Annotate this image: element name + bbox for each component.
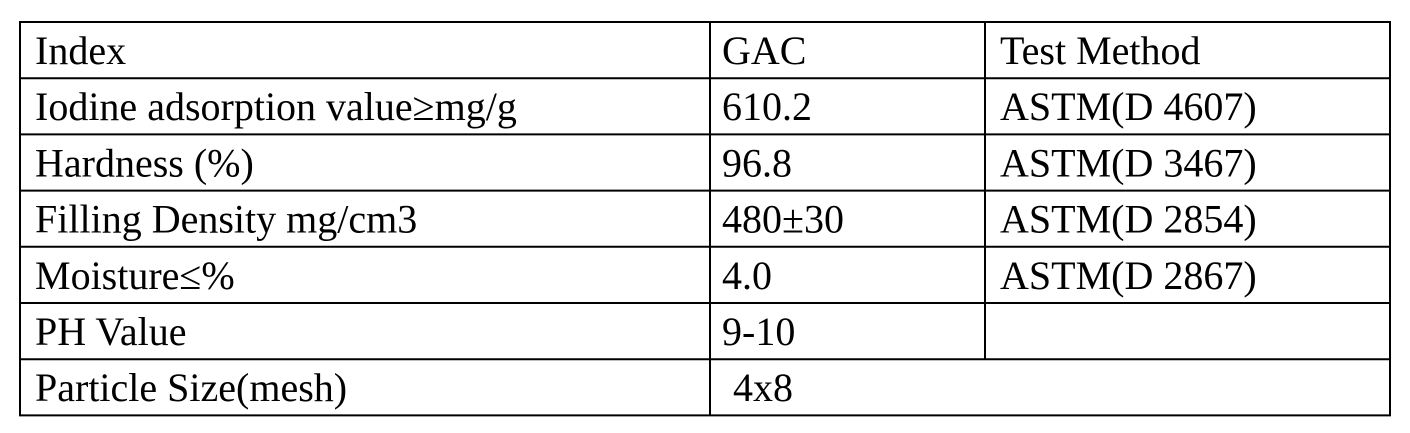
cell: Iodine adsorption value≥mg/g <box>35 84 517 129</box>
cell: 480±30 <box>722 197 844 242</box>
cell: Moisture≤% <box>35 253 235 298</box>
cell: 4.0 <box>722 253 772 298</box>
header-cell: GAC <box>722 28 806 73</box>
header-cell: Index <box>35 28 126 73</box>
header-cell: Test Method <box>1000 28 1201 73</box>
cell: ASTM(D 2867) <box>1000 253 1257 298</box>
cell: Hardness (%) <box>35 140 254 185</box>
cell: ASTM(D 4607) <box>1000 84 1257 129</box>
cell: Filling Density mg/cm3 <box>35 197 417 242</box>
cell: PH Value <box>35 309 186 354</box>
cell: Particle Size(mesh) <box>35 365 347 410</box>
cell: 4x8 <box>733 365 793 410</box>
cell: 610.2 <box>722 84 812 129</box>
cell: 9-10 <box>722 309 795 354</box>
cell: 96.8 <box>722 140 792 185</box>
cell: ASTM(D 2854) <box>1000 197 1257 242</box>
cell: ASTM(D 3467) <box>1000 140 1257 185</box>
